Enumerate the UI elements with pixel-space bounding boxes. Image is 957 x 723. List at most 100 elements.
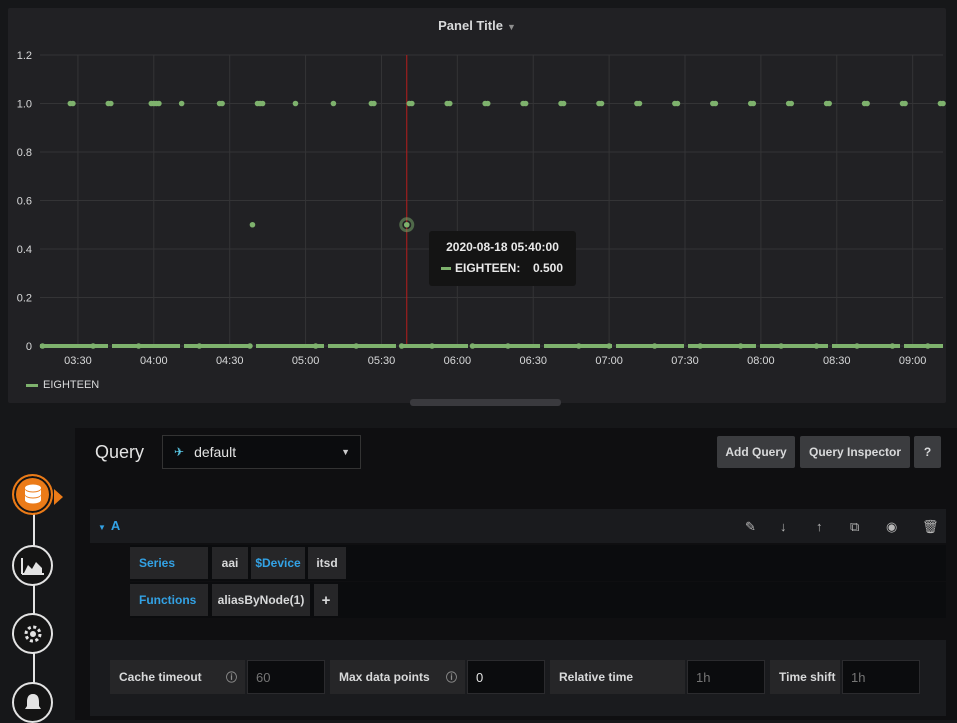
y-tick-label: 1.2 <box>17 50 32 62</box>
sidebar-visualization-button[interactable] <box>12 545 53 586</box>
x-tick-label: 04:00 <box>140 355 168 367</box>
legend-series-label[interactable]: EIGHTEEN <box>43 379 100 391</box>
data-point <box>712 100 719 107</box>
data-point <box>39 343 46 349</box>
sidebar-alert-button[interactable] <box>12 682 53 723</box>
relative-time-input[interactable] <box>687 660 765 694</box>
functions-row: Functions aliasByNode(1) + <box>130 582 946 618</box>
hover-point-halo <box>399 217 415 233</box>
data-point <box>575 343 582 349</box>
arrow-down-icon[interactable]: ↓ <box>780 519 787 534</box>
max-data-points-input[interactable] <box>467 660 545 694</box>
data-point <box>249 221 256 228</box>
cache-timeout-input[interactable] <box>247 660 325 694</box>
data-point <box>505 343 511 349</box>
graph-tooltip: 2020-08-18 05:40:00 EIGHTEEN: 0.500 <box>429 231 576 286</box>
series-key: Series <box>130 547 208 579</box>
query-ref-label: A <box>110 518 121 533</box>
legend-swatch <box>26 383 38 387</box>
max-data-points-text: Max data points <box>339 670 430 684</box>
y-tick-label: 1.0 <box>17 99 32 111</box>
arrow-up-icon[interactable]: ↑ <box>816 519 823 534</box>
sidebar-queries-button[interactable] <box>12 474 53 515</box>
info-icon[interactable]: ⓘ <box>226 672 237 684</box>
functions-key: Functions <box>130 584 208 616</box>
relative-time-label: Relative time <box>550 660 685 694</box>
x-tick-label: 07:30 <box>671 355 699 367</box>
panel-resize-handle[interactable] <box>410 399 561 406</box>
data-point <box>778 343 784 349</box>
collapse-caret-icon: ▼ <box>98 523 106 532</box>
data-point <box>522 100 529 107</box>
data-point <box>606 343 612 349</box>
data-point <box>70 100 76 107</box>
add-function-button[interactable]: + <box>314 584 338 616</box>
x-tick-label: 03:30 <box>64 355 92 367</box>
cache-timeout-label: Cache timeout ⓘ <box>110 660 245 694</box>
data-point <box>651 343 658 349</box>
time-shift-input[interactable] <box>842 660 920 694</box>
info-icon[interactable]: ⓘ <box>446 672 457 684</box>
gear-icon <box>24 625 41 642</box>
bell-icon <box>24 693 41 709</box>
y-tick-label: 0.4 <box>17 244 32 256</box>
graph-panel: 0 0.2 0.4 0.6 0.8 1.0 1.2 03:30 04:00 04:30 05:00 0… <box>8 8 946 403</box>
series-segment-variable[interactable]: $Device <box>251 547 305 579</box>
datasource-name: default <box>194 444 237 460</box>
data-point <box>312 343 319 349</box>
add-query-button[interactable]: Add Query <box>717 436 795 468</box>
data-point <box>813 343 820 349</box>
data-point <box>259 100 266 107</box>
tooltip-time: 2020-08-18 05:40:00 <box>446 240 559 254</box>
y-tick-label: 0.8 <box>17 147 32 159</box>
data-point <box>90 343 96 349</box>
x-tick-label: 07:00 <box>595 355 623 367</box>
function-chip[interactable]: aliasByNode(1) <box>212 584 310 616</box>
data-point <box>371 100 377 107</box>
data-point <box>196 343 203 349</box>
y-tick-label: 0.2 <box>17 293 32 305</box>
series-segment[interactable]: itsd <box>308 547 346 579</box>
database-icon <box>24 484 41 503</box>
sidebar-general-button[interactable] <box>12 613 53 654</box>
data-point <box>135 343 142 349</box>
x-tick-label: 08:00 <box>747 355 775 367</box>
legend[interactable]: EIGHTEEN <box>26 379 99 391</box>
y-tick-label: 0.6 <box>17 196 32 208</box>
query-row-header[interactable]: ▼ A ✎ ↓ ↑ ⧉ ◉ 🗑 <box>90 509 946 543</box>
x-tick-label: 08:30 <box>823 355 851 367</box>
x-tick-label: 09:00 <box>899 355 927 367</box>
panel-menu-caret-icon[interactable]: ▼ <box>506 22 516 32</box>
data-point <box>889 343 896 349</box>
data-point <box>219 100 225 107</box>
pencil-icon[interactable]: ✎ <box>745 519 756 534</box>
time-shift-label: Time shift <box>770 660 840 694</box>
panel-title[interactable]: Panel Title ▼ <box>8 18 946 33</box>
x-tick-label: 06:30 <box>519 355 547 367</box>
trash-icon[interactable]: 🗑 <box>922 519 939 534</box>
tooltip-series: EIGHTEEN: <box>455 261 521 275</box>
x-tick-label: 05:00 <box>292 355 320 367</box>
panel-title-text[interactable]: Panel Title <box>438 18 503 33</box>
data-point <box>398 343 405 349</box>
data-point <box>737 343 744 349</box>
data-point <box>292 100 299 107</box>
data-point <box>864 100 870 107</box>
datasource-picker[interactable]: ✈ default ▼ <box>162 435 361 469</box>
data-point <box>247 343 253 349</box>
query-inspector-button[interactable]: Query Inspector <box>800 436 910 468</box>
data-point <box>429 343 435 349</box>
eye-icon[interactable]: ◉ <box>886 519 898 534</box>
x-tick-label: 04:30 <box>216 355 244 367</box>
graphite-icon: ✈ <box>174 445 185 459</box>
data-point <box>409 100 415 107</box>
graph-svg[interactable]: 0 0.2 0.4 0.6 0.8 1.0 1.2 03:30 04:00 04:30 05:00 0… <box>8 8 946 403</box>
data-point <box>854 343 860 349</box>
tooltip-swatch <box>441 266 451 270</box>
data-point <box>560 100 567 107</box>
help-button[interactable]: ? <box>914 436 941 468</box>
series-segment[interactable]: aai <box>212 547 248 579</box>
query-ref-toggle[interactable]: ▼ A <box>98 518 120 533</box>
active-step-arrow-icon <box>54 489 63 505</box>
duplicate-icon[interactable]: ⧉ <box>850 519 860 534</box>
